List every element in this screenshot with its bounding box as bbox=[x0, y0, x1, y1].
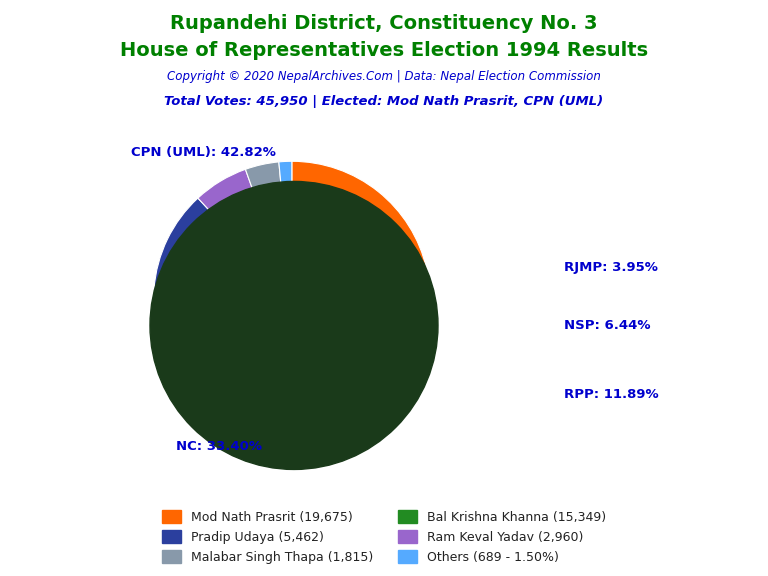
Wedge shape bbox=[154, 198, 292, 300]
Text: House of Representatives Election 1994 Results: House of Representatives Election 1994 R… bbox=[120, 41, 648, 60]
Wedge shape bbox=[292, 161, 430, 424]
Text: RJMP: 3.95%: RJMP: 3.95% bbox=[564, 262, 658, 274]
Text: NC: 33.40%: NC: 33.40% bbox=[176, 440, 262, 453]
Wedge shape bbox=[246, 162, 292, 300]
Text: Total Votes: 45,950 | Elected: Mod Nath Prasrit, CPN (UML): Total Votes: 45,950 | Elected: Mod Nath … bbox=[164, 95, 604, 108]
Text: NSP: 6.44%: NSP: 6.44% bbox=[564, 319, 651, 332]
Ellipse shape bbox=[150, 181, 438, 469]
Legend: Mod Nath Prasrit (19,675), Pradip Udaya (5,462), Malabar Singh Thapa (1,815), Ba: Mod Nath Prasrit (19,675), Pradip Udaya … bbox=[156, 504, 612, 570]
Text: Rupandehi District, Constituency No. 3: Rupandehi District, Constituency No. 3 bbox=[170, 14, 598, 33]
Wedge shape bbox=[198, 169, 292, 300]
Text: Copyright © 2020 NepalArchives.Com | Data: Nepal Election Commission: Copyright © 2020 NepalArchives.Com | Dat… bbox=[167, 70, 601, 84]
Wedge shape bbox=[279, 161, 292, 300]
Wedge shape bbox=[154, 289, 352, 438]
Text: RPP: 11.89%: RPP: 11.89% bbox=[564, 388, 659, 401]
Text: CPN (UML): 42.82%: CPN (UML): 42.82% bbox=[131, 146, 276, 159]
